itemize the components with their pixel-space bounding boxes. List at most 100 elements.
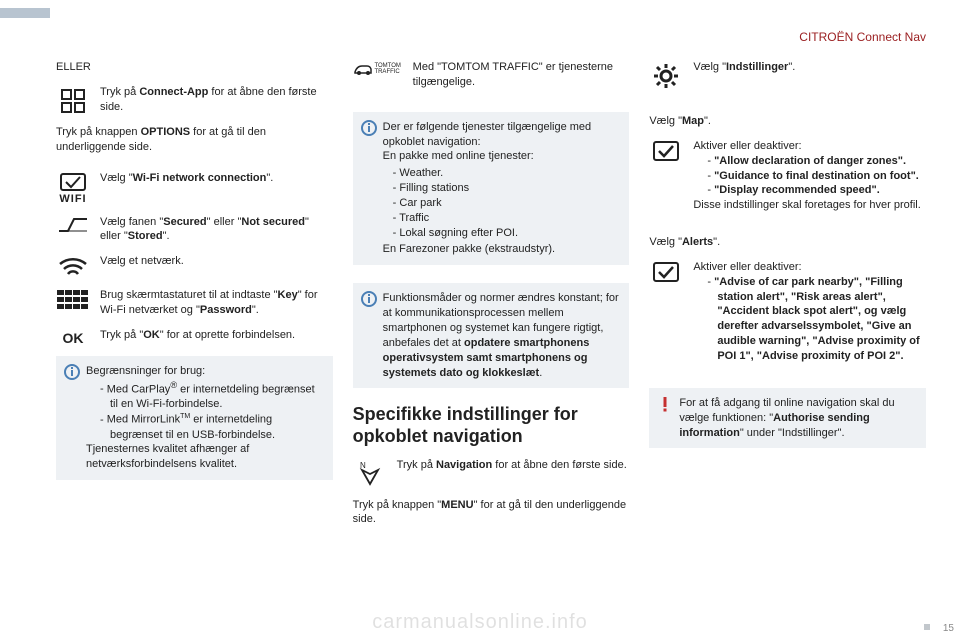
txt-bold: Secured — [163, 216, 206, 228]
service-item: Weather. — [393, 166, 620, 181]
limits-intro: Begrænsninger for brug: — [86, 364, 323, 379]
txt: ". — [704, 115, 711, 127]
tab-icon — [56, 217, 90, 233]
column-1: ELLER Tryk på Connect-App for at åbne de… — [56, 60, 333, 622]
navigation-arrow-icon: N — [353, 460, 387, 488]
alerts-list: "Advise of car park nearby", "Filling st… — [707, 275, 926, 364]
update-infobox: Funktionsmåder og normer ændres konstant… — [353, 283, 630, 388]
ok-icon: OK — [56, 330, 90, 346]
txt: " for at oprette forbindelsen. — [160, 329, 295, 341]
limit-item: Med CarPlay® er internetdeling begrænset… — [100, 379, 323, 412]
map-options-item: Aktiver eller deaktiver: "Allow declarat… — [649, 139, 926, 213]
txt: Vælg fanen " — [100, 216, 163, 228]
txt-bold: Indstillinger — [726, 61, 788, 73]
limitations-infobox: Begrænsninger for brug: Med CarPlay® er … — [56, 356, 333, 480]
network-item: Vælg et netværk. — [56, 254, 333, 278]
txt: Vælg " — [693, 61, 726, 73]
txt: Med MirrorLink — [107, 414, 180, 426]
txt: ". — [788, 61, 795, 73]
secured-tab-item: Vælg fanen "Secured" eller "Not secured "… — [56, 215, 333, 245]
services-intro: Der er følgende tjenester tilgængelige m… — [383, 120, 620, 150]
txt-bold: Connect-App — [139, 86, 208, 98]
map-option-item: "Display recommended speed". — [707, 183, 926, 198]
services-pack: En pakke med online tjenester: — [383, 149, 620, 164]
alerts-label: Vælg "Alerts". — [649, 235, 926, 250]
alerts-item: "Advise of car park nearby", "Filling st… — [707, 275, 926, 364]
warning-box: For at få adgang til online navigation s… — [649, 388, 926, 449]
wifi-check-icon: WIFI — [56, 173, 90, 205]
txt: " eller " — [207, 216, 242, 228]
txt-bold: OK — [143, 329, 160, 341]
wifi-icon — [56, 256, 90, 278]
accent-stripe — [0, 8, 50, 18]
service-item: Traffic — [393, 211, 620, 226]
limits-outro: Tjenesternes kvalitet afhænger af netvær… — [86, 442, 323, 472]
txt: ". — [163, 230, 170, 242]
map-option-item: "Guidance to final destination on foot". — [707, 169, 926, 184]
map-options-text: Aktiver eller deaktiver: "Allow declarat… — [693, 139, 926, 213]
services-infobox: Der er følgende tjenester tilgængelige m… — [353, 112, 630, 266]
txt-bold: OPTIONS — [141, 126, 191, 138]
services-list: Weather. Filling stations Car park Traff… — [393, 166, 620, 240]
txt-bold: Wi-Fi network connection — [133, 172, 267, 184]
keyboard-text: Brug skærmtastaturet til at indtaste "Ke… — [100, 288, 333, 318]
tomtom-line2: TRAFFIC — [374, 69, 399, 75]
txt: Tryk på knappen — [56, 126, 141, 138]
txt-bold: "Display recommended speed". — [714, 184, 880, 196]
tomtom-text: Med "TOMTOM TRAFFIC" er tjenesterne tilg… — [413, 60, 630, 90]
info-icon — [361, 120, 377, 136]
content-columns: ELLER Tryk på Connect-App for at åbne de… — [56, 60, 926, 622]
txt-bold: Not secured — [241, 216, 305, 228]
service-item: Car park — [393, 196, 620, 211]
txt-bold: Map — [682, 115, 704, 127]
wifi-connection-text: Vælg "Wi-Fi network connection". — [100, 171, 333, 186]
secured-text: Vælg fanen "Secured" eller "Not secured "… — [100, 215, 333, 245]
page-square — [924, 624, 930, 630]
ok-item: OK Tryk på "OK" for at oprette forbindel… — [56, 328, 333, 346]
tomtom-traffic-icon: TOMTOM TRAFFIC — [353, 62, 403, 76]
keyboard-item: Brug skærmtastaturet til at indtaste "Ke… — [56, 288, 333, 318]
txt: ". — [266, 172, 273, 184]
checkbox-icon — [649, 262, 683, 282]
alerts-options-item: Aktiver eller deaktiver: "Advise of car … — [649, 260, 926, 364]
gear-icon — [649, 62, 683, 90]
settings-text: Vælg "Indstillinger". — [693, 60, 926, 75]
txt: Vælg " — [649, 115, 682, 127]
eller-label: ELLER — [56, 60, 333, 75]
ok-text: Tryk på "OK" for at oprette forbindelsen… — [100, 328, 333, 343]
top-accent-bar — [0, 0, 960, 18]
page-number: 15 — [943, 623, 954, 634]
alerts-intro: Aktiver eller deaktiver: — [693, 260, 926, 275]
txt: Tryk på — [100, 86, 139, 98]
wifi-label: WIFI — [59, 193, 86, 205]
map-option-item: "Allow declaration of danger zones". — [707, 154, 926, 169]
tomtom-item: TOMTOM TRAFFIC Med "TOMTOM TRAFFIC" er t… — [353, 60, 630, 90]
service-item: Lokal søgning efter POI. — [393, 226, 620, 241]
brand-title: CITROËN Connect Nav — [799, 30, 926, 44]
menu-text: Tryk på knappen "MENU" for at gå til den… — [353, 498, 630, 528]
txt: . — [539, 367, 542, 379]
txt-bold: "Guidance to final destination on foot". — [714, 170, 919, 182]
connect-app-text: Tryk på Connect-App for at åbne den førs… — [100, 85, 333, 115]
txt: " under "Indstillinger". — [740, 427, 845, 439]
txt: Tryk på " — [100, 329, 143, 341]
info-icon — [64, 364, 80, 380]
wifi-connection-item: WIFI Vælg "Wi-Fi network connection". — [56, 171, 333, 205]
map-outro: Disse indstillinger skal foretages for h… — [693, 198, 926, 213]
txt-bold: Password — [200, 304, 252, 316]
network-text: Vælg et netværk. — [100, 254, 333, 269]
section-heading: Specifikke indstillinger for opkoblet na… — [353, 404, 630, 447]
connect-app-item: Tryk på Connect-App for at åbne den førs… — [56, 85, 333, 115]
map-items-list: "Allow declaration of danger zones". "Gu… — [707, 154, 926, 199]
limit-item: Med MirrorLinkTM er internetdeling begræ… — [100, 412, 323, 442]
services-outro: En Farezoner pakke (ekstraudstyr). — [383, 242, 620, 257]
column-2: TOMTOM TRAFFIC Med "TOMTOM TRAFFIC" er t… — [353, 60, 630, 622]
limits-list: Med CarPlay® er internetdeling begrænset… — [100, 379, 323, 443]
service-item: Filling stations — [393, 181, 620, 196]
settings-item: Vælg "Indstillinger". — [649, 60, 926, 90]
column-3: Vælg "Indstillinger". Vælg "Map". Aktive… — [649, 60, 926, 622]
keyboard-icon — [56, 290, 90, 310]
txt-bold: "Advise of car park nearby", "Filling st… — [714, 276, 920, 362]
txt-bold: MENU — [441, 499, 473, 511]
txt: Vælg " — [100, 172, 133, 184]
